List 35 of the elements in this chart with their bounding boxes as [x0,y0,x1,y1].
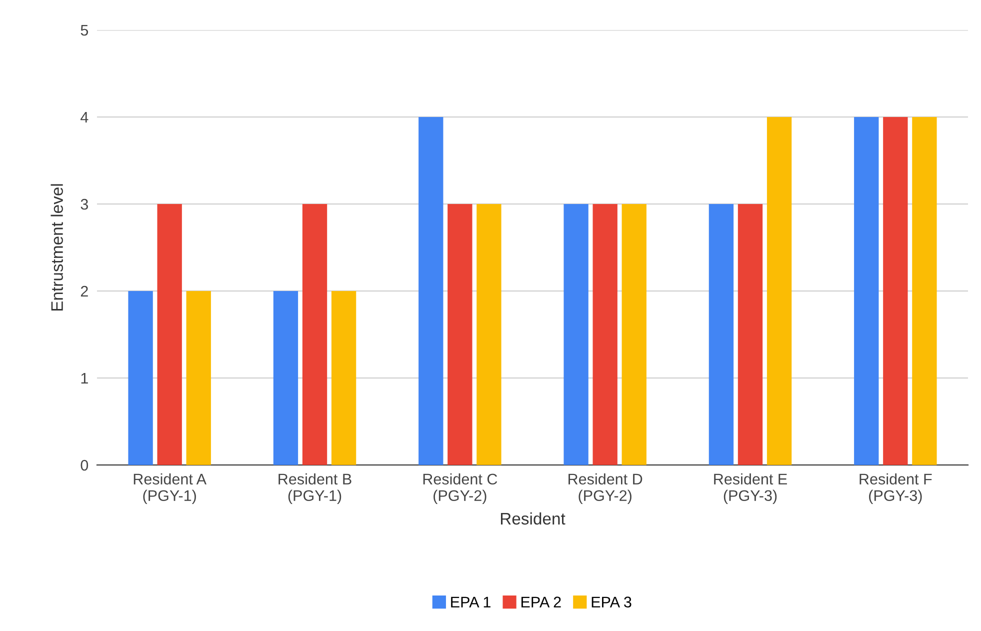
x-tick-label: Resident F (PGY-3) [860,473,932,504]
x-tick-label: Resident E (PGY-3) [714,473,787,504]
y-tick-label: 5 [80,25,88,36]
x-tick-label: Resident B (PGY-1) [278,473,352,504]
bar [564,204,588,465]
bar [186,291,211,465]
x-axis-title: Resident [500,512,566,525]
bar [418,117,444,465]
x-tick-label: Resident D (PGY-2) [568,473,642,504]
bar [302,204,328,465]
bar [331,291,356,465]
bar [766,117,792,465]
bar [854,117,879,465]
y-tick-label: 1 [81,373,88,384]
legend-label: EPA 2 [521,596,561,608]
bar [708,204,734,465]
bar [912,117,937,465]
y-axis-title: Entrustment level [50,184,63,311]
x-tick-label: Resident C (PGY-2) [423,473,498,504]
bar [592,204,618,465]
bar [128,291,153,465]
x-tick-label: Resident A (PGY-1) [134,473,206,504]
y-tick-label: 2 [80,286,88,297]
y-tick-label: 3 [80,198,88,210]
bar [883,117,908,465]
legend-label: EPA 1 [451,596,490,608]
bar [738,204,763,465]
y-tick-label: 4 [80,112,88,123]
bar [273,291,298,465]
legend-label: EPA 3 [592,596,632,608]
bar [476,204,502,465]
bar [448,204,472,465]
bar [622,204,646,465]
y-tick-label: 0 [80,460,88,471]
bar [157,204,182,465]
